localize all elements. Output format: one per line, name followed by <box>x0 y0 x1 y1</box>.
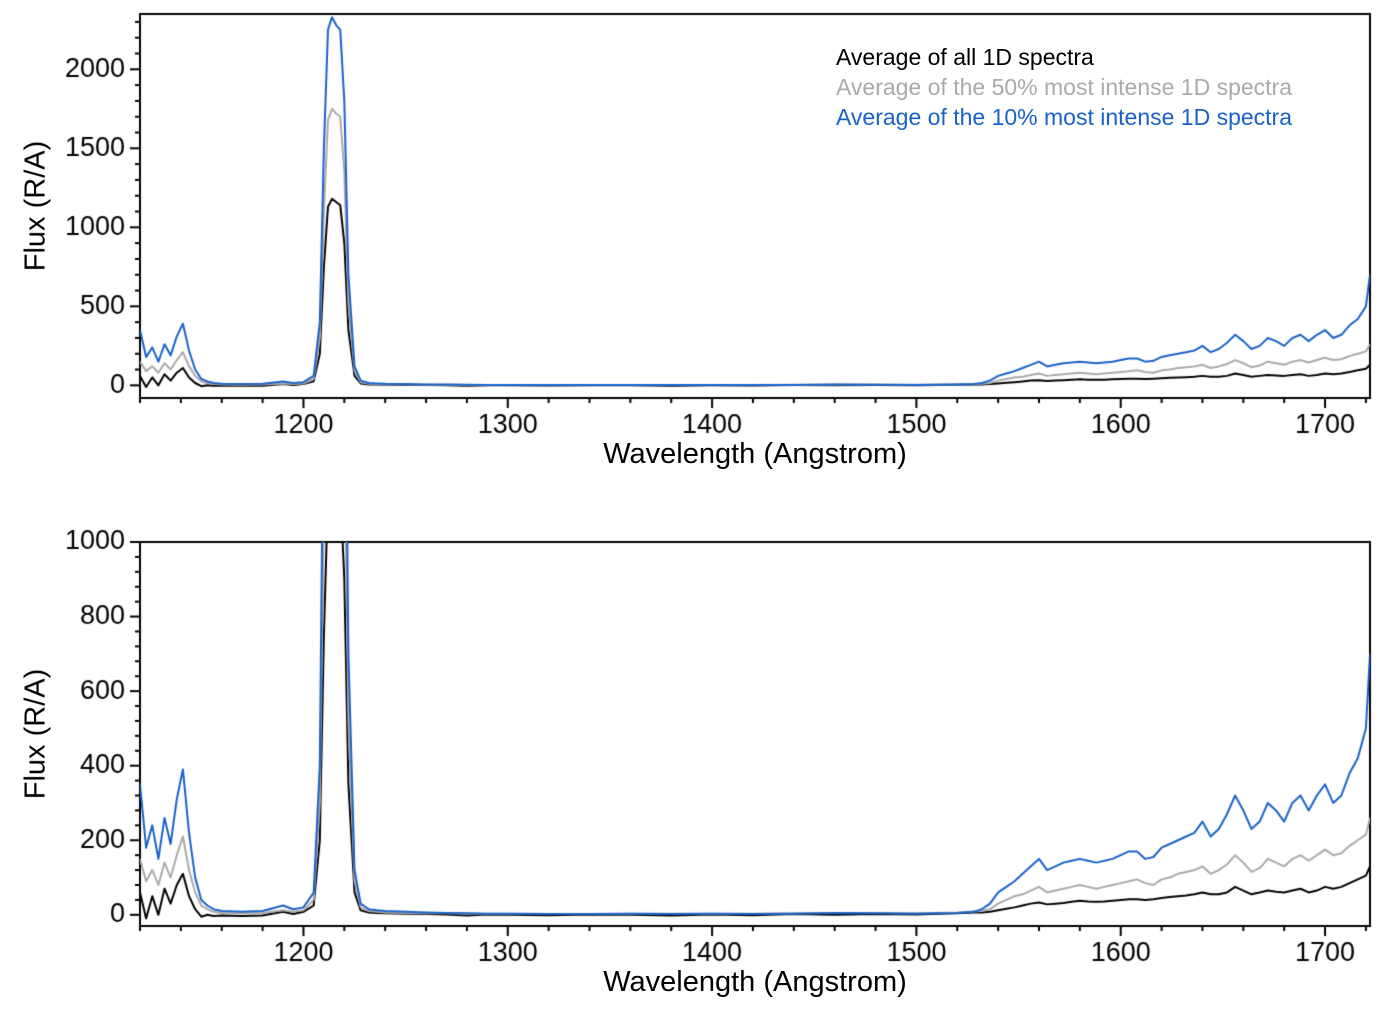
legend-item-50-percent: Average of the 50% most intense 1D spect… <box>836 74 1293 100</box>
bottom-chart-canvas <box>0 528 1382 998</box>
top-chart-canvas <box>0 0 1382 470</box>
legend: Average of all 1D spectra Average of the… <box>836 42 1292 132</box>
top-y-axis-label: Flux (R/A) <box>19 140 52 272</box>
top-x-axis-label: Wavelength (Angstrom) <box>603 438 907 470</box>
legend-item-10-percent: Average of the 10% most intense 1D spect… <box>836 104 1293 130</box>
bottom-spectrum-panel: Flux (R/A) Wavelength (Angstrom) <box>0 528 1382 1018</box>
bottom-y-axis-label: Flux (R/A) <box>19 668 52 800</box>
top-spectrum-panel: Flux (R/A) Wavelength (Angstrom) Average… <box>0 0 1382 505</box>
legend-item-all-spectra: Average of all 1D spectra <box>836 44 1094 70</box>
bottom-x-axis-label: Wavelength (Angstrom) <box>603 966 907 998</box>
